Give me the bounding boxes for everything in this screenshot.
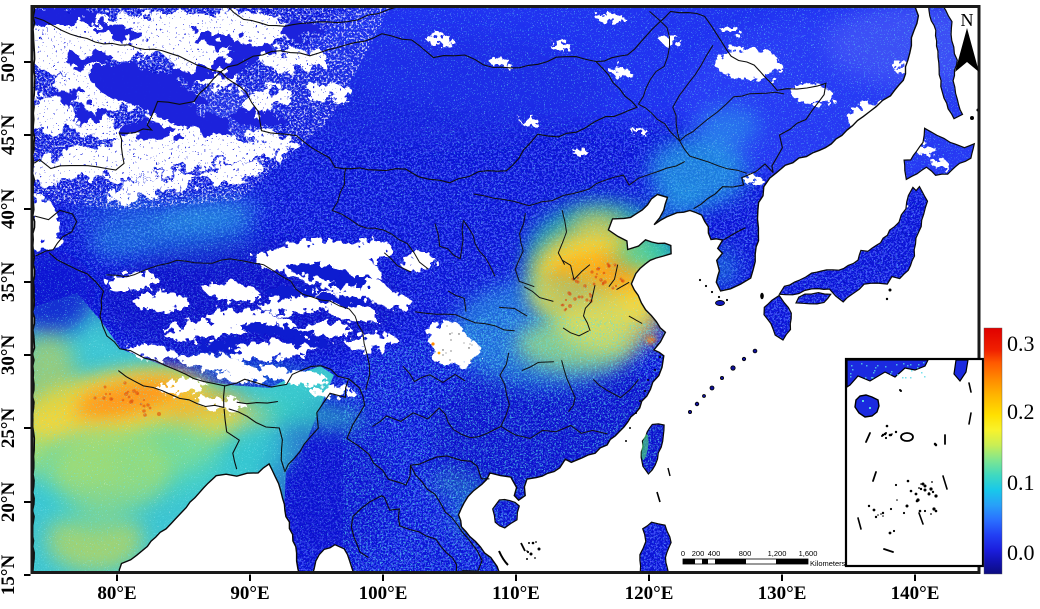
svg-text:130°E: 130°E bbox=[758, 583, 807, 604]
svg-text:35°N: 35°N bbox=[0, 262, 19, 303]
svg-text:25°N: 25°N bbox=[0, 408, 19, 449]
svg-text:40°N: 40°N bbox=[0, 189, 19, 230]
svg-text:80°E: 80°E bbox=[97, 583, 136, 604]
svg-text:200: 200 bbox=[692, 549, 705, 558]
svg-text:20°N: 20°N bbox=[0, 482, 19, 523]
svg-text:90°E: 90°E bbox=[230, 583, 269, 604]
svg-text:140°E: 140°E bbox=[891, 583, 940, 604]
svg-text:0: 0 bbox=[681, 549, 685, 558]
svg-text:50°N: 50°N bbox=[0, 42, 19, 83]
svg-text:30°N: 30°N bbox=[0, 335, 19, 376]
svg-text:N: N bbox=[961, 10, 974, 30]
svg-text:100°E: 100°E bbox=[359, 583, 408, 604]
svg-text:400: 400 bbox=[708, 549, 721, 558]
svg-text:800: 800 bbox=[739, 549, 752, 558]
svg-text:1,600: 1,600 bbox=[799, 549, 818, 558]
svg-text:45°N: 45°N bbox=[0, 115, 19, 156]
svg-text:1,200: 1,200 bbox=[768, 549, 787, 558]
svg-text:120°E: 120°E bbox=[625, 583, 674, 604]
svg-text:110°E: 110°E bbox=[492, 583, 540, 604]
svg-text:Kilometers: Kilometers bbox=[810, 559, 846, 568]
svg-text:0.1: 0.1 bbox=[1007, 470, 1035, 495]
svg-text:0.3: 0.3 bbox=[1007, 331, 1035, 356]
svg-text:15°N: 15°N bbox=[0, 555, 19, 596]
svg-text:0.2: 0.2 bbox=[1007, 399, 1035, 424]
svg-text:0.0: 0.0 bbox=[1007, 540, 1035, 565]
